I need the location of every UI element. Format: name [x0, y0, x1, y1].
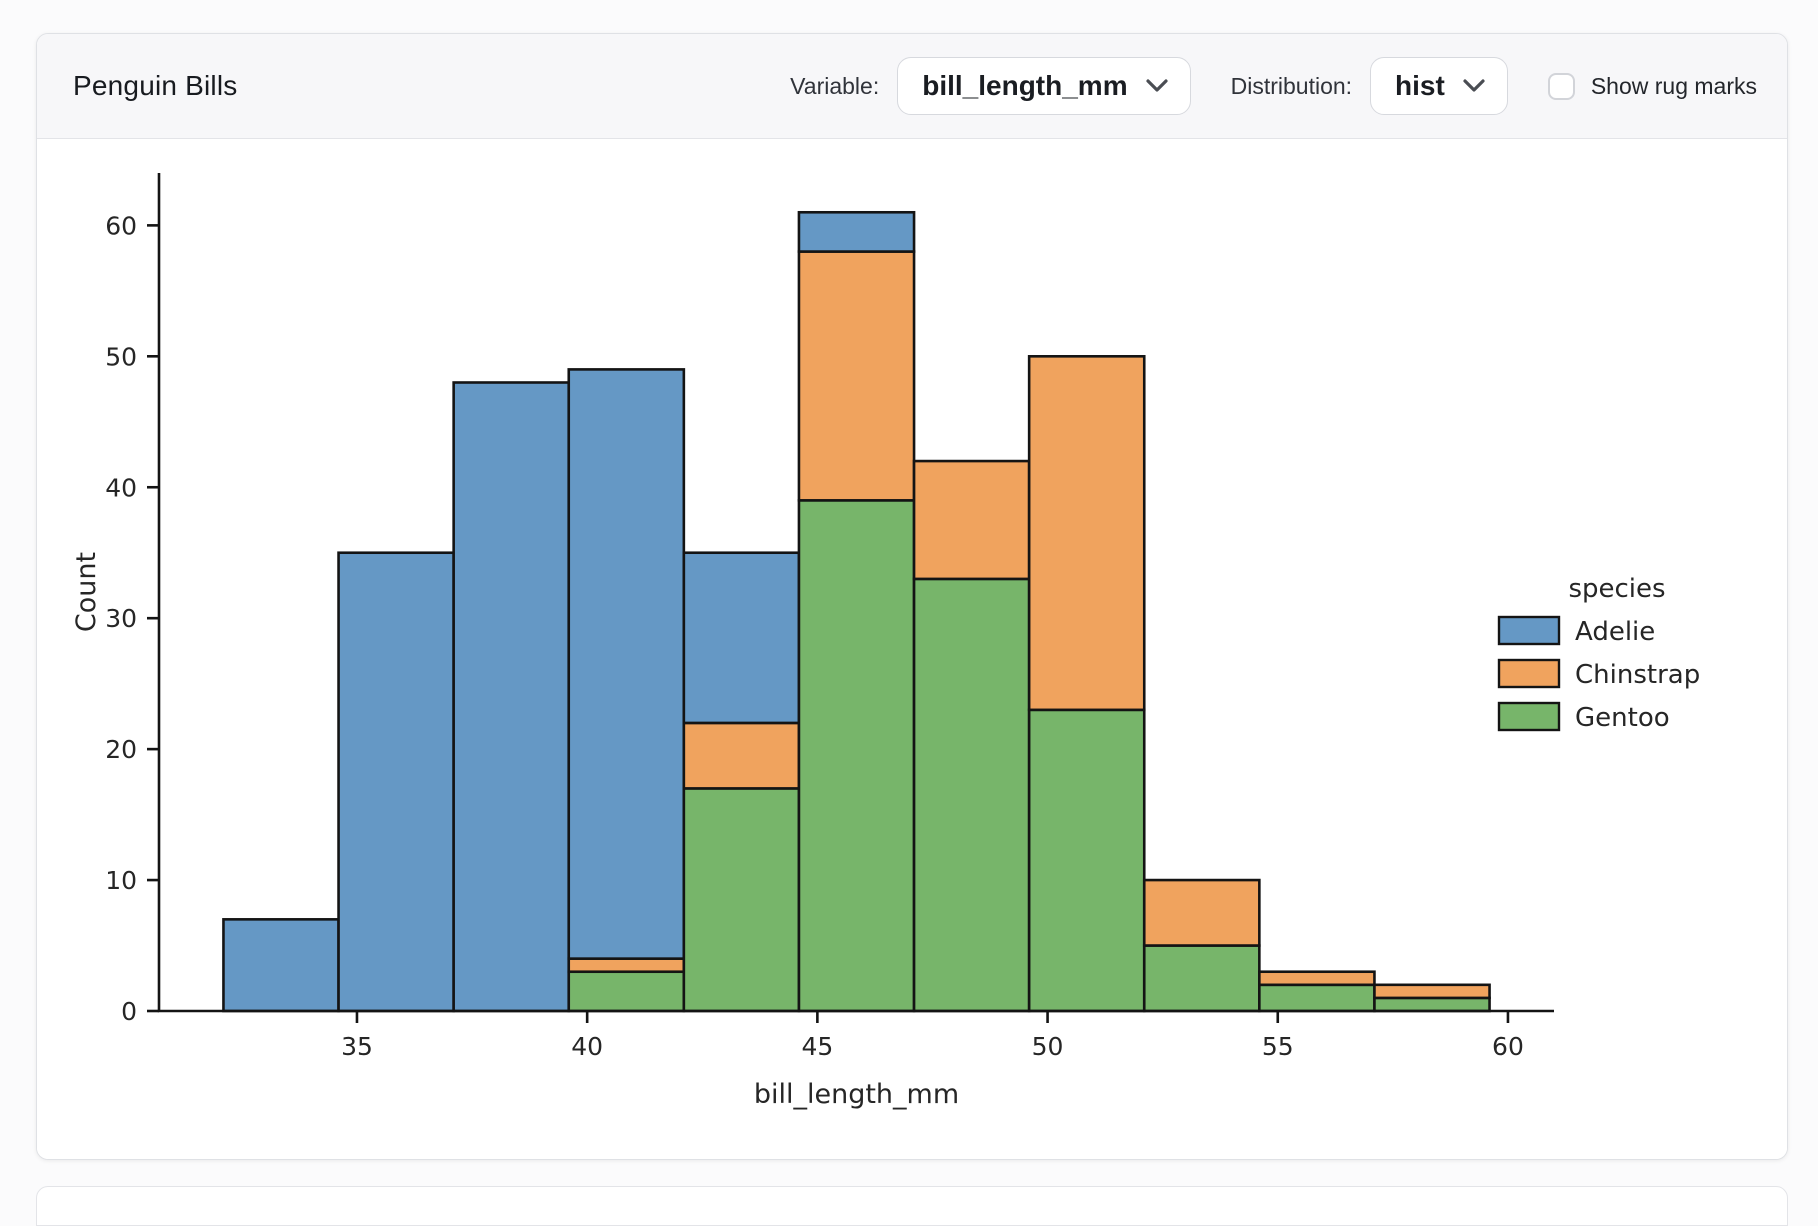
svg-text:50: 50	[1032, 1032, 1064, 1061]
distribution-select-value: hist	[1395, 70, 1445, 101]
svg-text:55: 55	[1262, 1032, 1294, 1061]
svg-text:20: 20	[105, 735, 137, 764]
chevron-down-icon	[1463, 79, 1485, 92]
svg-text:60: 60	[1492, 1032, 1524, 1061]
show-rug-marks-checkbox[interactable]	[1547, 72, 1575, 100]
svg-text:40: 40	[571, 1032, 603, 1061]
variable-select-value: bill_length_mm	[922, 70, 1128, 101]
show-rug-marks-label: Show rug marks	[1590, 72, 1757, 99]
svg-text:30: 30	[105, 604, 137, 633]
svg-text:60: 60	[105, 211, 137, 240]
page-title: Penguin Bills	[73, 70, 238, 101]
svg-text:Count: Count	[71, 552, 102, 632]
svg-text:35: 35	[341, 1032, 373, 1061]
distribution-select[interactable]: hist	[1370, 57, 1508, 115]
svg-text:40: 40	[105, 473, 137, 502]
svg-text:bill_length_mm: bill_length_mm	[754, 1079, 959, 1110]
svg-text:45: 45	[801, 1032, 833, 1061]
histogram-canvas: 35 40 45 50 55 60 0 10 20 30 40 50 60 bill_length_mm C…	[71, 173, 1700, 1110]
card-header: Penguin Bills Variable: bill_length_mm D…	[37, 34, 1787, 139]
variable-select[interactable]: bill_length_mm	[897, 57, 1191, 115]
svg-text:Gentoo: Gentoo	[1575, 703, 1670, 733]
chevron-down-icon	[1146, 79, 1168, 92]
rug-marks-control: Show rug marks	[1547, 72, 1757, 100]
svg-text:Chinstrap: Chinstrap	[1575, 660, 1700, 690]
svg-text:50: 50	[105, 342, 137, 371]
svg-text:Adelie: Adelie	[1575, 617, 1655, 647]
distribution-label: Distribution:	[1230, 72, 1353, 99]
svg-text:10: 10	[105, 866, 137, 895]
chart-area: 35 40 45 50 55 60 0 10 20 30 40 50 60 bill_length_mm C…	[37, 139, 1787, 1159]
next-card-peek	[36, 1186, 1788, 1226]
svg-text:0: 0	[121, 997, 137, 1026]
header-controls: Variable: bill_length_mm Distribution: h…	[790, 57, 1757, 115]
svg-text:species: species	[1568, 574, 1665, 604]
penguin-bills-card: Penguin Bills Variable: bill_length_mm D…	[36, 33, 1788, 1160]
variable-label: Variable:	[790, 72, 880, 99]
